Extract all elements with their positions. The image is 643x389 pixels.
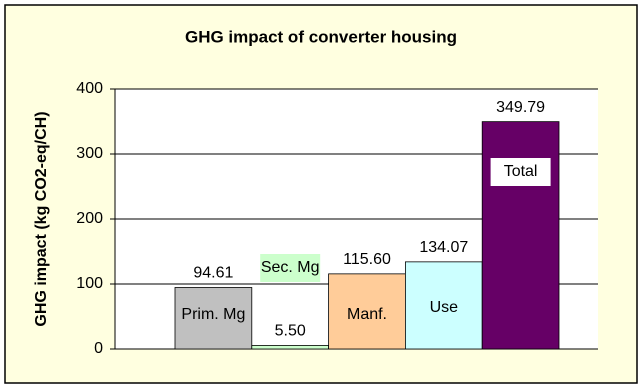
bar (251, 345, 330, 350)
category-label: Prim. Mg (181, 306, 245, 323)
value-label: 349.79 (496, 99, 545, 116)
y-tick-label: 200 (76, 210, 103, 227)
bar (174, 287, 253, 350)
category-label: Use (430, 299, 459, 316)
y-tick-label: 100 (76, 275, 103, 292)
bar (328, 273, 406, 350)
y-tick-label: 400 (76, 80, 103, 97)
category-label: Sec. Mg (261, 259, 320, 276)
bar (404, 261, 483, 350)
category-label: Manf. (347, 306, 387, 323)
value-label: 94.61 (193, 265, 233, 282)
value-label: 134.07 (419, 239, 468, 256)
bar (481, 121, 560, 350)
y-tick-label: 0 (94, 340, 103, 357)
value-label: 5.50 (275, 323, 306, 340)
y-tick-label: 300 (76, 145, 103, 162)
category-label: Total (504, 163, 538, 180)
y-axis-label: GHG impact (kg CO2-eq/CH) (33, 111, 50, 326)
value-label: 115.60 (343, 251, 391, 268)
category-label-box (490, 158, 551, 186)
category-label-box (260, 254, 321, 282)
chart-title: GHG impact of converter housing (185, 27, 457, 46)
